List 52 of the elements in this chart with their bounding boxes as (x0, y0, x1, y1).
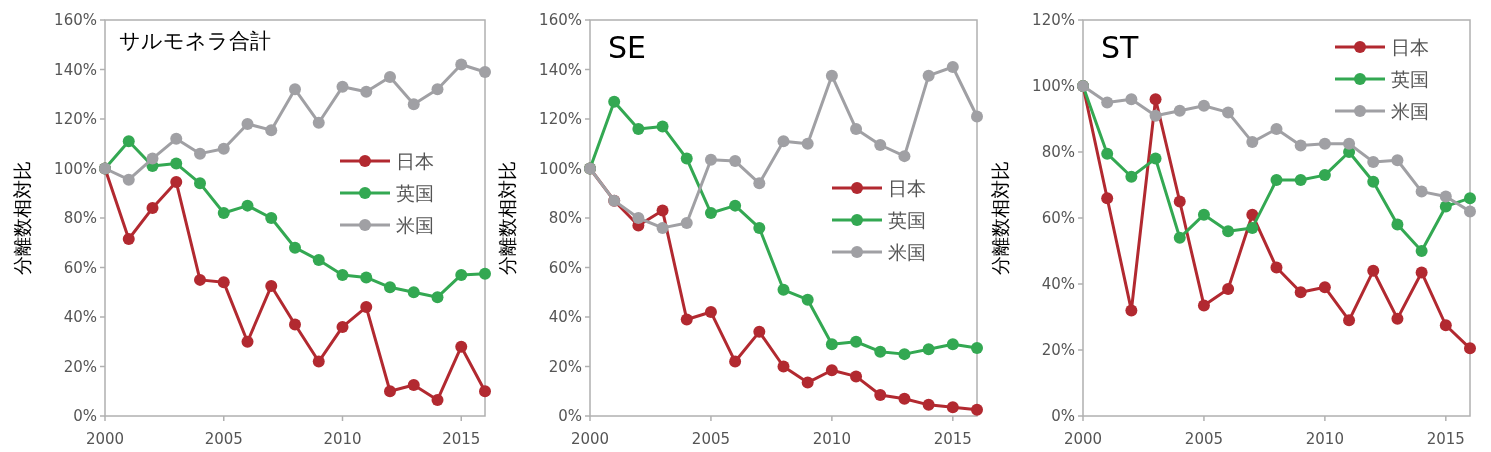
x-tick-label: 2005 (204, 430, 243, 448)
x-tick-label: 2010 (812, 430, 851, 448)
x-tick-label: 2015 (1426, 430, 1465, 448)
y-axis-title: 分離数相対比 (989, 161, 1011, 275)
x-tick-label: 2005 (691, 430, 731, 448)
x-tick-label: 2000 (85, 430, 125, 448)
legend-label: 英国 (888, 209, 926, 231)
y-tick-label: 0% (1051, 407, 1075, 425)
y-tick-label: 160% (539, 11, 582, 29)
y-tick-label: 0% (558, 407, 582, 425)
x-tick-label: 2015 (933, 430, 972, 448)
legend-label: 日本 (888, 177, 926, 199)
y-tick-label: 80% (63, 209, 97, 227)
x-tick-label: 2015 (442, 430, 481, 448)
y-tick-label: 120% (539, 110, 582, 128)
y-tick-label: 100% (54, 159, 97, 178)
x-tick-label: 2005 (1184, 430, 1224, 448)
y-tick-label: 60% (1041, 209, 1075, 227)
legend-label: 英国 (396, 182, 434, 204)
y-tick-label: 160% (54, 11, 97, 29)
y-tick-label: 80% (1041, 143, 1075, 161)
legend-label: 日本 (1391, 36, 1429, 58)
y-tick-label: 100% (539, 159, 582, 178)
x-tick-label: 2000 (570, 430, 610, 448)
y-tick-label: 40% (63, 308, 97, 326)
y-tick-label: 80% (548, 209, 582, 227)
y-tick-label: 20% (63, 357, 97, 376)
x-tick-label: 2010 (323, 430, 362, 448)
legend-label: 米国 (888, 241, 926, 263)
y-tick-label: 0% (73, 407, 97, 425)
y-tick-label: 40% (548, 308, 582, 326)
legend-label: 米国 (1391, 100, 1429, 122)
y-tick-label: 40% (1041, 275, 1075, 293)
legend-label: 英国 (1391, 68, 1429, 90)
y-tick-label: 60% (63, 258, 97, 277)
legend-label: 日本 (396, 150, 434, 172)
chart-title: SE (608, 30, 646, 65)
y-tick-label: 20% (548, 357, 582, 376)
y-tick-label: 120% (54, 110, 97, 128)
chart-title: サルモネラ合計 (119, 29, 271, 53)
y-tick-label: 20% (1041, 341, 1075, 359)
y-tick-label: 60% (548, 258, 582, 277)
y-tick-label: 120% (1032, 11, 1075, 29)
y-axis-title: 分離数相対比 (496, 161, 518, 275)
x-tick-label: 2010 (1305, 430, 1344, 448)
y-tick-label: 140% (539, 60, 582, 79)
y-tick-label: 140% (54, 60, 97, 79)
y-axis-title: 分離数相対比 (11, 161, 33, 275)
y-tick-label: 100% (1032, 77, 1075, 95)
x-tick-label: 2000 (1063, 430, 1103, 448)
legend-label: 米国 (396, 214, 434, 236)
chart-title: ST (1101, 30, 1140, 65)
